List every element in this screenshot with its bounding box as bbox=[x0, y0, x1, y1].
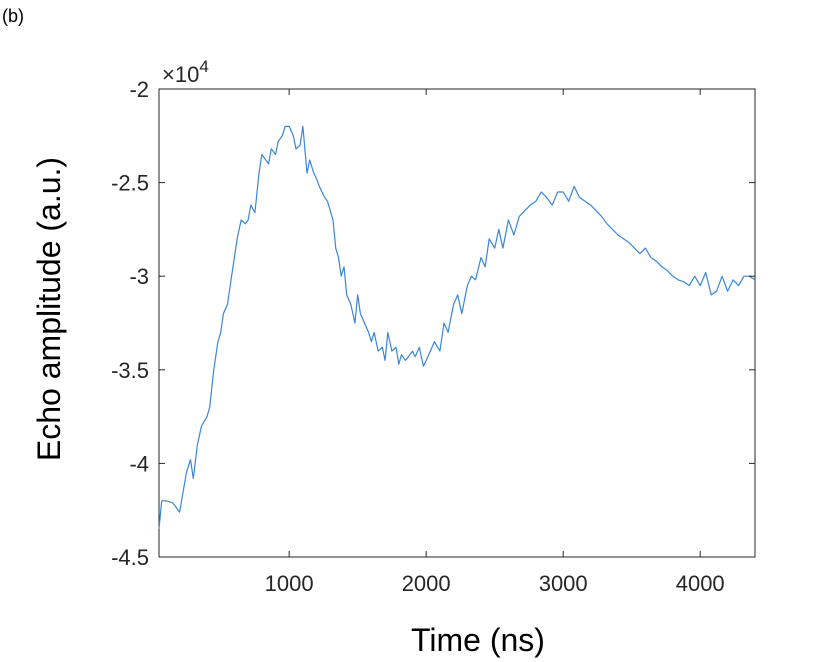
y-tick-label: -3 bbox=[129, 264, 149, 289]
y-tick-label: -3.5 bbox=[111, 358, 149, 383]
x-axis-label: Time (ns) bbox=[411, 622, 545, 658]
x-tick-label: 1000 bbox=[265, 571, 314, 596]
panel-label: (b) bbox=[2, 6, 24, 26]
x-tick-label: 4000 bbox=[676, 571, 725, 596]
y-axis-ticks: -4.5 -4 -3.5 -3 -2.5 -2 bbox=[111, 77, 755, 570]
x-tick-label: 2000 bbox=[402, 571, 451, 596]
y-tick-label: -2.5 bbox=[111, 171, 149, 196]
series-layer bbox=[158, 125, 756, 529]
series-line bbox=[158, 125, 756, 529]
y-tick-label: -4.5 bbox=[111, 545, 149, 570]
x-axis-ticks: 1000 2000 3000 4000 bbox=[265, 89, 725, 596]
y-axis-label: Echo amplitude (a.u.) bbox=[31, 157, 67, 461]
plot-frame bbox=[158, 88, 756, 558]
y-tick-label: -4 bbox=[129, 451, 149, 476]
x-tick-label: 3000 bbox=[539, 571, 588, 596]
y-axis-exponent: ×104 bbox=[162, 57, 209, 87]
y-tick-label: -2 bbox=[129, 77, 149, 102]
plot-area bbox=[158, 88, 756, 558]
